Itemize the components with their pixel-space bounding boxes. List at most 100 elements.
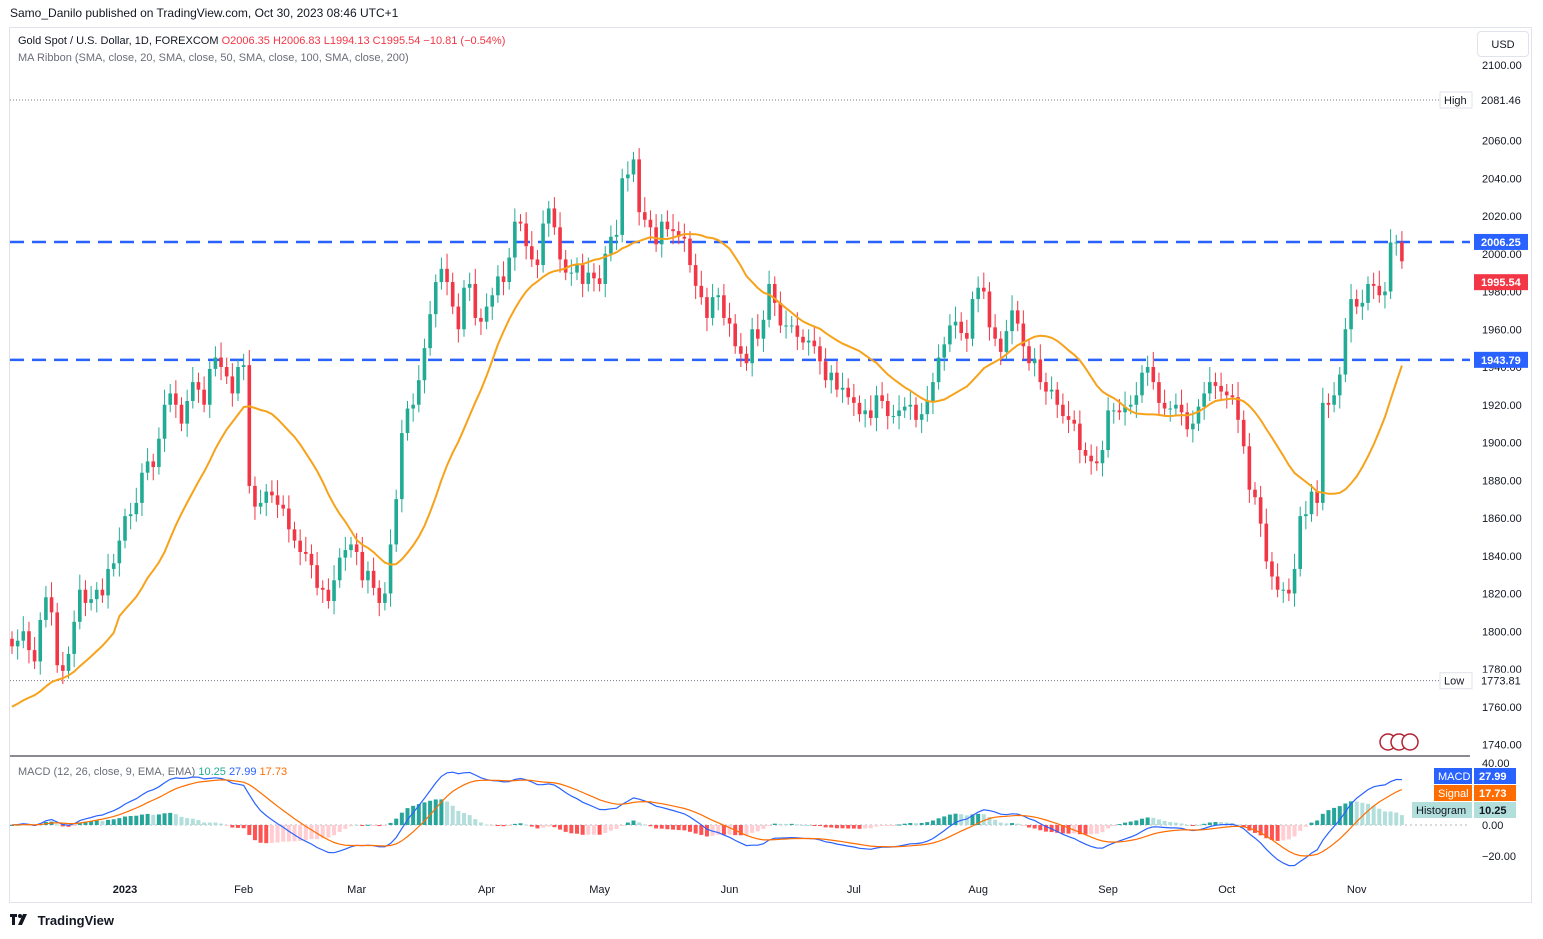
candle [1151,367,1156,383]
symbol-legend[interactable]: Gold Spot / U.S. Dollar, 1D, FOREXCOM O2… [18,35,505,47]
candle [1337,374,1342,396]
macd-hist-bar [10,825,14,826]
macd-hist-bar [1140,818,1144,825]
candle [253,485,257,507]
candle [1032,359,1037,364]
macd-tick-label: −20.00 [1482,851,1516,863]
macd-hist-bar [750,825,755,833]
macd-hist-bar [258,825,263,843]
candle [885,400,890,417]
macd-hist-bar [620,825,625,826]
macd-hist-bar [671,825,676,830]
symbol-name: Gold Spot / U.S. Dollar, 1D, FOREXCOM [18,35,219,47]
macd-hist-bar [303,825,308,840]
macd-hist-bar [473,819,478,825]
currency-button[interactable]: USD [1477,31,1529,57]
macd-hist-bar [1377,808,1382,825]
candle [1095,461,1099,464]
tradingview-footer[interactable]: TradingView [10,913,114,928]
candle [688,238,692,266]
macd-tick-label: 40.00 [1482,758,1510,770]
ma-ribbon-legend[interactable]: MA Ribbon (SMA, close, 20, SMA, close, 5… [18,52,409,64]
candle [716,295,721,298]
macd-hist-bar [326,825,331,838]
candle [479,317,483,322]
candle [213,357,218,369]
macd-hist-bar [603,825,608,833]
candle [767,283,771,320]
chart-frame [9,27,1532,903]
macd-hist-bar [575,825,579,834]
candle [676,231,681,237]
macd-series-name: Histogram [1416,805,1466,817]
macd-hist-bar [784,823,789,825]
price-tick-label: 1900.00 [1482,438,1522,450]
macd-hist-bar [727,825,732,835]
macd-hist-bar [224,825,229,826]
candle [524,223,528,247]
candle [1004,331,1009,352]
last-price-label: 1995.54 [1481,277,1522,289]
candle [693,265,698,286]
candle [484,306,489,322]
candle [151,461,156,468]
macd-hist-bar [1360,802,1365,825]
macd-hist-bar [817,825,822,827]
macd-legend-hist: 10.25 [198,766,226,778]
candle [705,297,709,318]
macd-hist-bar [998,822,1003,825]
candle [326,589,331,602]
candle [1072,419,1076,424]
macd-hist-bar [1173,822,1178,825]
candle [1292,568,1297,594]
macd-hist-bar [89,821,94,825]
candle [202,389,206,405]
candle [710,297,715,318]
candle [1100,450,1105,464]
candle [337,557,342,581]
macd-legend[interactable]: MACD (12, 26, close, 9, EMA, EMA) 10.25 … [18,766,287,778]
candle [993,327,997,339]
candle [1236,397,1240,420]
candle [1315,491,1319,503]
candle [83,589,88,603]
candle [874,395,879,418]
macd-hist-bar [614,825,619,830]
candle [236,367,240,394]
macd-hist-bar [552,825,557,828]
candle [332,580,336,602]
macd-hist-bar [162,813,167,825]
candle [603,253,608,284]
macd-hist-bar [829,825,834,828]
macd-hist-bar [908,822,913,825]
candle [1383,291,1387,296]
candle [241,365,246,367]
sma20-line [11,233,1403,708]
macd-series-value-box [1474,768,1516,784]
candle [1349,299,1353,330]
candle [739,346,743,354]
macd-histogram [10,799,1404,844]
candle [846,387,850,398]
macd-hist-bar [704,825,709,837]
macd-hist-bar [868,825,873,829]
macd-series-name: MACD [1438,771,1470,783]
macd-hist-bar [902,823,907,825]
x-axis-label: Apr [478,884,495,896]
candle [191,382,195,401]
candle [66,653,71,671]
macd-hist-bar [354,824,359,826]
macd-hist-bar [1128,821,1133,825]
candle [869,410,873,418]
level-label-box-1 [1474,351,1528,368]
macd-hist-bar [196,820,201,825]
macd-hist-bar [586,825,591,835]
macd-hist-bar [139,814,144,825]
candle [1326,402,1331,405]
macd-hist-bar [117,818,122,825]
candle [558,227,562,260]
macd-hist-bar [524,824,529,826]
candle [224,367,229,377]
candle [428,314,432,349]
